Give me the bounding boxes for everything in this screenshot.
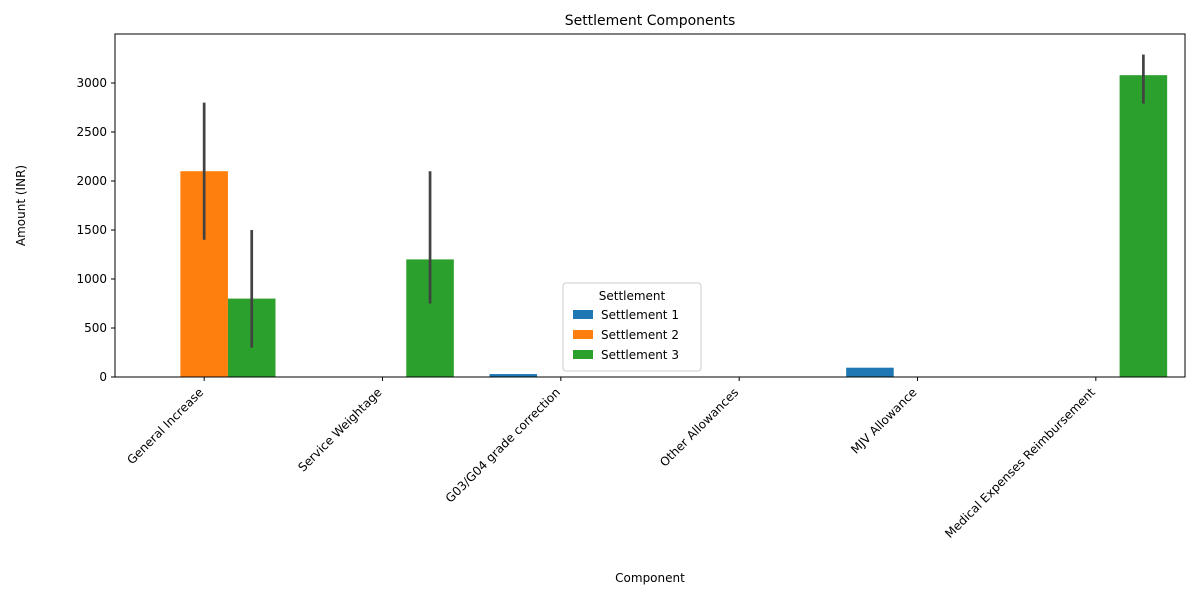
y-tick-label: 3000 <box>76 76 107 90</box>
bar <box>489 374 538 377</box>
y-tick-label: 1000 <box>76 272 107 286</box>
chart-title: Settlement Components <box>565 13 736 29</box>
legend-box <box>562 282 702 372</box>
legend-swatch <box>573 350 593 359</box>
y-axis-label: Amount (INR) <box>14 165 28 246</box>
bar <box>846 367 894 377</box>
legend-entry-label: Settlement 3 <box>601 348 679 362</box>
legend-title: Settlement <box>599 289 666 303</box>
y-tick-label: 2000 <box>76 174 107 188</box>
y-tick-label: 0 <box>99 370 107 384</box>
legend: Settlement Settlement 1 Settlement 2 Settl… <box>562 282 702 372</box>
legend-swatch <box>573 330 593 339</box>
x-tick-label: Service Weightage <box>295 385 384 474</box>
x-tick-label: Medical Expenses Reimbursement <box>942 385 1098 541</box>
plot-frame <box>114 33 1186 378</box>
x-tick-label: Other Allowances <box>657 385 741 469</box>
legend-entry-label: Settlement 1 <box>601 308 679 322</box>
bar <box>1119 75 1168 377</box>
y-tick-label: 500 <box>84 321 107 335</box>
legend-swatch <box>573 310 593 319</box>
bars <box>180 75 1168 377</box>
x-axis-label: Component <box>615 571 685 585</box>
x-tick-label: G03/G04 grade correction <box>443 385 563 505</box>
y-tick-label: 1500 <box>76 223 107 237</box>
y-tick-label: 2500 <box>76 125 107 139</box>
legend-entry-label: Settlement 2 <box>601 328 679 342</box>
error-bars <box>202 54 1145 348</box>
x-tick-label: General Increase <box>124 385 206 467</box>
x-tick-label: MJV Allowance <box>848 385 919 456</box>
